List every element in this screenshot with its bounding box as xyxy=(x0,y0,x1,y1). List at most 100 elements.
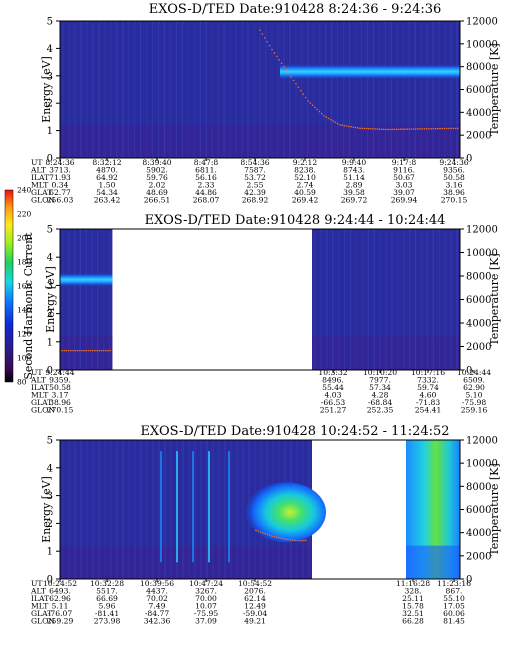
ephemeris-value: 7977. xyxy=(369,376,391,385)
y-tick-label: 4 xyxy=(47,253,53,264)
ephemeris-value: 8:54:36 xyxy=(240,158,269,167)
colorbar-tick-label: 240 xyxy=(17,186,32,195)
y2-tick-label: 12000 xyxy=(466,225,498,236)
ephemeris-value: -68.84 xyxy=(368,398,392,407)
ephemeris-value: 2.02 xyxy=(149,181,166,190)
temperature-point xyxy=(378,128,381,130)
y2-tick-label: 10000 xyxy=(466,39,498,50)
ephemeris-value: 3.17 xyxy=(52,391,69,400)
temperature-point xyxy=(294,539,297,542)
ephemeris-row-label: UT xyxy=(31,158,42,167)
ephemeris-row-label: GLAT xyxy=(31,609,52,618)
y-tick-label: 4 xyxy=(47,463,53,474)
ephemeris-value: 8:24:36 xyxy=(45,158,74,167)
ephemeris-value: 15.78 xyxy=(402,602,424,611)
temperature-point xyxy=(91,349,94,352)
temperature-point xyxy=(436,127,439,130)
temperature-point xyxy=(268,534,271,537)
vertical-streak xyxy=(228,451,230,563)
ephemeris-value: 12.49 xyxy=(244,602,266,611)
ephemeris-value: -81.41 xyxy=(95,609,119,618)
colorbar-tick-label: 100 xyxy=(17,354,32,363)
panel-1-temperature-trace xyxy=(259,29,459,131)
ephemeris-value: 38.96 xyxy=(443,188,465,197)
ephemeris-value: 42.39 xyxy=(244,188,266,197)
ephemeris-row-label: ILAT xyxy=(31,383,49,392)
temperature-point xyxy=(264,532,266,535)
ephemeris-value: 342.36 xyxy=(144,617,171,626)
temperature-point xyxy=(439,127,441,130)
ephemeris-value: 10.07 xyxy=(195,602,217,611)
colorbar-tick-label: 180 xyxy=(17,258,32,267)
ephemeris-row-label: ALT xyxy=(30,166,46,175)
ephemeris-value: 50.58 xyxy=(443,173,465,182)
ephemeris-value: -84.77 xyxy=(145,609,169,618)
panel-3-spectral-band xyxy=(160,440,460,579)
colorbar-scale xyxy=(4,189,14,383)
temperature-point xyxy=(296,539,299,542)
ephemeris-value: 17.05 xyxy=(443,602,465,611)
ephemeris-value: 59.74 xyxy=(417,383,439,392)
y2-tick-label: 2000 xyxy=(466,342,491,353)
ephemeris-value: 66.28 xyxy=(402,617,424,626)
panel-3-ylabel: Energy [eV] xyxy=(40,476,53,543)
colorbar-tick-label: 220 xyxy=(17,210,32,219)
temperature-point xyxy=(393,128,396,131)
ephemeris-value: 25.11 xyxy=(402,594,424,603)
ephemeris-value: 50.58 xyxy=(49,383,71,392)
ephemeris-value: 8743. xyxy=(343,166,365,175)
temperature-point xyxy=(107,349,109,352)
ephemeris-value: 10:32:28 xyxy=(90,579,124,588)
temperature-point xyxy=(81,349,83,352)
temperature-point xyxy=(100,349,103,352)
panel-1-ylabel: Energy [eV] xyxy=(40,56,53,123)
colorbar-tick-label: 140 xyxy=(17,306,32,315)
temperature-point xyxy=(102,349,105,352)
energy-blob xyxy=(246,482,326,543)
ephemeris-value: 7587. xyxy=(244,166,266,175)
temperature-point xyxy=(374,128,376,130)
ephemeris-row-label: GLON xyxy=(31,406,55,415)
temperature-point xyxy=(288,72,290,75)
temperature-point xyxy=(432,127,435,130)
ephemeris-value: -75.95 xyxy=(194,609,218,618)
ephemeris-value: 9:2:12 xyxy=(293,158,318,167)
temperature-point xyxy=(70,349,72,352)
temperature-point xyxy=(448,127,450,130)
temperature-point xyxy=(434,127,437,130)
temperature-point xyxy=(266,40,269,43)
temperature-point xyxy=(264,37,266,39)
temperature-point xyxy=(389,128,391,131)
ephemeris-value: 867. xyxy=(446,587,463,596)
temperature-point xyxy=(323,114,325,117)
temperature-point xyxy=(385,128,387,131)
temperature-point xyxy=(109,349,112,352)
temperature-point xyxy=(363,127,366,130)
ephemeris-row-label: UT xyxy=(31,368,42,377)
temperature-point xyxy=(456,127,459,130)
ephemeris-value: 9:24:44 xyxy=(45,368,74,377)
temperature-point xyxy=(318,110,321,113)
temperature-point xyxy=(410,128,413,130)
y-tick-label: 3 xyxy=(47,71,53,82)
panel-3-title: EXOS-D/TED Date:910428 10:24:52 - 11:24:… xyxy=(140,424,449,439)
ephemeris-value: 2.89 xyxy=(346,181,363,190)
temperature-point xyxy=(325,116,328,118)
y2-tick-label: 6000 xyxy=(466,85,491,96)
panel-3-y2label: Temperature [K] xyxy=(488,463,501,555)
y-tick-label: 1 xyxy=(47,547,53,558)
ephemeris-value: 70.00 xyxy=(195,594,217,603)
ephemeris-value: 254.41 xyxy=(415,406,442,415)
temperature-point xyxy=(76,349,79,352)
temperature-point xyxy=(330,118,332,121)
temperature-point xyxy=(287,538,289,541)
low-energy-shade xyxy=(60,125,460,158)
ephemeris-value: 5.10 xyxy=(466,391,483,400)
temperature-point xyxy=(414,128,417,130)
y2-tick-label: 0 xyxy=(466,575,472,586)
ephemeris-value: 71.93 xyxy=(49,173,71,182)
ephemeris-value: 8:47:8 xyxy=(194,158,219,167)
temperature-point xyxy=(339,124,341,126)
